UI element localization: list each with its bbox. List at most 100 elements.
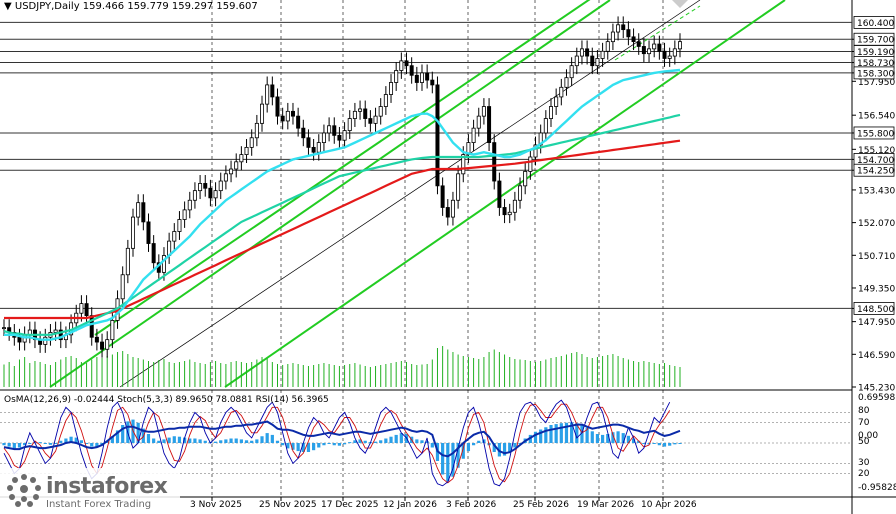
osma-bar bbox=[167, 437, 171, 443]
bull-candle bbox=[605, 41, 610, 52]
bull-candle bbox=[554, 96, 559, 107]
osma-bar bbox=[502, 443, 507, 456]
stoch-d-line bbox=[3, 403, 671, 484]
price-tick-label: 152.070 bbox=[858, 219, 895, 229]
bull-candle bbox=[342, 130, 347, 141]
osma-bar bbox=[585, 427, 589, 443]
osma-bar bbox=[549, 425, 553, 443]
bear-candle bbox=[440, 185, 445, 208]
bull-candle bbox=[2, 327, 7, 330]
bull-candle bbox=[327, 125, 332, 134]
osma-bar bbox=[219, 440, 223, 443]
bull-candle bbox=[239, 154, 244, 163]
bear-candle bbox=[430, 79, 435, 86]
osma-bar bbox=[637, 440, 641, 443]
price-tick-label: 146.590 bbox=[858, 351, 895, 361]
level-label-box bbox=[853, 16, 895, 29]
osma-bar bbox=[115, 430, 120, 443]
date-label: 12 Jan 2026 bbox=[383, 500, 437, 510]
bull-candle bbox=[378, 106, 383, 117]
rsi-line bbox=[3, 420, 681, 458]
trend-channel-line bbox=[94, 0, 591, 336]
osma-bar bbox=[678, 443, 682, 444]
osma-bar bbox=[234, 438, 238, 443]
bull-candle bbox=[559, 86, 564, 98]
ma-fast-line bbox=[4, 68, 681, 341]
bull-candle bbox=[136, 202, 141, 218]
sub-scale-label: 70 bbox=[858, 418, 870, 428]
osma-bar bbox=[466, 443, 471, 452]
osma-bar bbox=[399, 433, 403, 443]
osma-bar bbox=[482, 439, 486, 443]
osma-bar bbox=[441, 443, 445, 475]
osma-bar bbox=[337, 443, 342, 446]
osma-bar bbox=[239, 439, 243, 443]
date-label: 25 Feb 2026 bbox=[513, 500, 569, 510]
bear-candle bbox=[208, 187, 213, 199]
bear-candle bbox=[141, 202, 146, 223]
osma-bar bbox=[492, 443, 496, 452]
bull-candle bbox=[125, 247, 130, 276]
bull-candle bbox=[476, 115, 481, 129]
osma-bar bbox=[668, 443, 672, 446]
osma-bar bbox=[471, 443, 476, 446]
bull-candle bbox=[218, 180, 223, 192]
osma-bar bbox=[281, 443, 285, 446]
bear-candle bbox=[306, 137, 311, 148]
bear-candle bbox=[151, 243, 156, 264]
bear-candle bbox=[409, 65, 414, 76]
level-label: 159.700 bbox=[857, 36, 894, 46]
bear-candle bbox=[58, 329, 63, 341]
price-tick-label: 157.950 bbox=[858, 78, 895, 88]
level-label: 160.400 bbox=[857, 19, 894, 29]
bull-candle bbox=[595, 58, 600, 67]
bull-candle bbox=[507, 211, 512, 216]
bear-candle bbox=[590, 55, 595, 67]
bull-candle bbox=[579, 48, 584, 57]
bear-candle bbox=[94, 336, 99, 343]
osma-bar bbox=[203, 440, 207, 443]
bull-candle bbox=[213, 190, 218, 199]
bull-candle bbox=[265, 84, 270, 105]
bull-candle bbox=[533, 144, 538, 158]
osma-bar bbox=[394, 434, 398, 443]
osma-bar bbox=[244, 440, 249, 443]
bull-candle bbox=[518, 185, 523, 201]
osma-bar bbox=[456, 443, 460, 468]
price-pane-bg bbox=[0, 0, 896, 390]
sub-scale-label: 0.69598 bbox=[858, 393, 895, 403]
symbol-label: USDJPY,Daily bbox=[14, 1, 80, 12]
bull-candle bbox=[548, 106, 553, 119]
bear-candle bbox=[492, 142, 497, 182]
osma-bar bbox=[224, 439, 228, 443]
level-label: 148.500 bbox=[857, 305, 894, 315]
level-label: 154.250 bbox=[857, 167, 894, 177]
osma-bar bbox=[626, 435, 630, 443]
bear-candle bbox=[425, 72, 430, 81]
bull-candle bbox=[131, 216, 136, 249]
bear-candle bbox=[280, 115, 285, 122]
osma-bar bbox=[451, 443, 455, 477]
price-tick-label: 156.540 bbox=[858, 112, 895, 122]
bull-candle bbox=[198, 183, 203, 192]
osma-bar bbox=[229, 438, 233, 443]
bear-candle bbox=[435, 84, 440, 187]
osma-bar bbox=[265, 433, 269, 443]
level-label: 155.800 bbox=[857, 129, 894, 139]
osma-bar bbox=[79, 440, 84, 443]
bull-candle bbox=[569, 65, 574, 79]
osma-bar bbox=[353, 440, 357, 443]
osma-bar bbox=[296, 443, 300, 452]
sub-scale-label: 50 bbox=[858, 437, 870, 447]
osma-bar bbox=[198, 439, 202, 443]
osma-bar bbox=[255, 439, 259, 443]
osma-bar bbox=[580, 425, 584, 443]
osma-bar bbox=[575, 423, 579, 443]
osma-bar bbox=[177, 436, 182, 443]
osma-bar bbox=[90, 443, 94, 447]
bull-candle bbox=[471, 127, 476, 143]
bull-candle bbox=[177, 219, 182, 232]
osma-bar bbox=[317, 443, 321, 448]
bull-candle bbox=[316, 142, 321, 153]
